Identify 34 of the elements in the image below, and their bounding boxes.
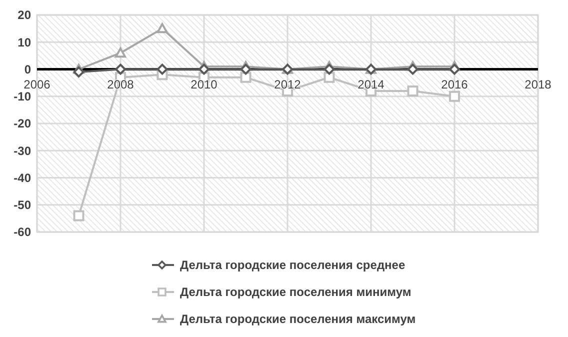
point — [449, 64, 460, 75]
legend-label: Дельта городские поселения среднее — [180, 258, 406, 272]
x-tick-label: 2008 — [107, 77, 134, 92]
y-tick-label: -50 — [14, 198, 32, 212]
point — [198, 64, 210, 75]
y-tick-label: 0 — [24, 62, 32, 76]
x-tick-label: 2010 — [190, 77, 218, 92]
point — [115, 64, 126, 75]
x-tick-label: 2018 — [524, 77, 552, 92]
point — [156, 23, 168, 34]
y-tick-label: 10 — [18, 35, 32, 50]
point — [240, 72, 252, 83]
y-tick-label: -10 — [14, 90, 32, 104]
point — [115, 47, 126, 58]
point — [73, 66, 84, 78]
y-tick-label: -30 — [14, 144, 32, 158]
x-tick-label: 2012 — [274, 77, 302, 92]
y-tick-label: -40 — [14, 170, 32, 185]
x-tick-label: 2006 — [24, 77, 51, 92]
point — [449, 90, 460, 102]
point — [324, 72, 335, 83]
point — [407, 64, 418, 75]
legend-label: Дельта городские поселения минимум — [180, 285, 412, 300]
point — [156, 64, 168, 75]
y-tick-label: 20 — [18, 8, 32, 22]
legend-label: Дельта городские поселения максимум — [180, 312, 416, 326]
point — [240, 64, 252, 75]
y-tick-label: -60 — [14, 225, 32, 240]
y-tick-label: -20 — [14, 116, 32, 131]
point — [407, 85, 418, 96]
point — [324, 64, 335, 75]
point — [73, 210, 84, 222]
x-tick-label: 2016 — [441, 77, 468, 92]
x-tick-label: 2014 — [358, 77, 385, 92]
